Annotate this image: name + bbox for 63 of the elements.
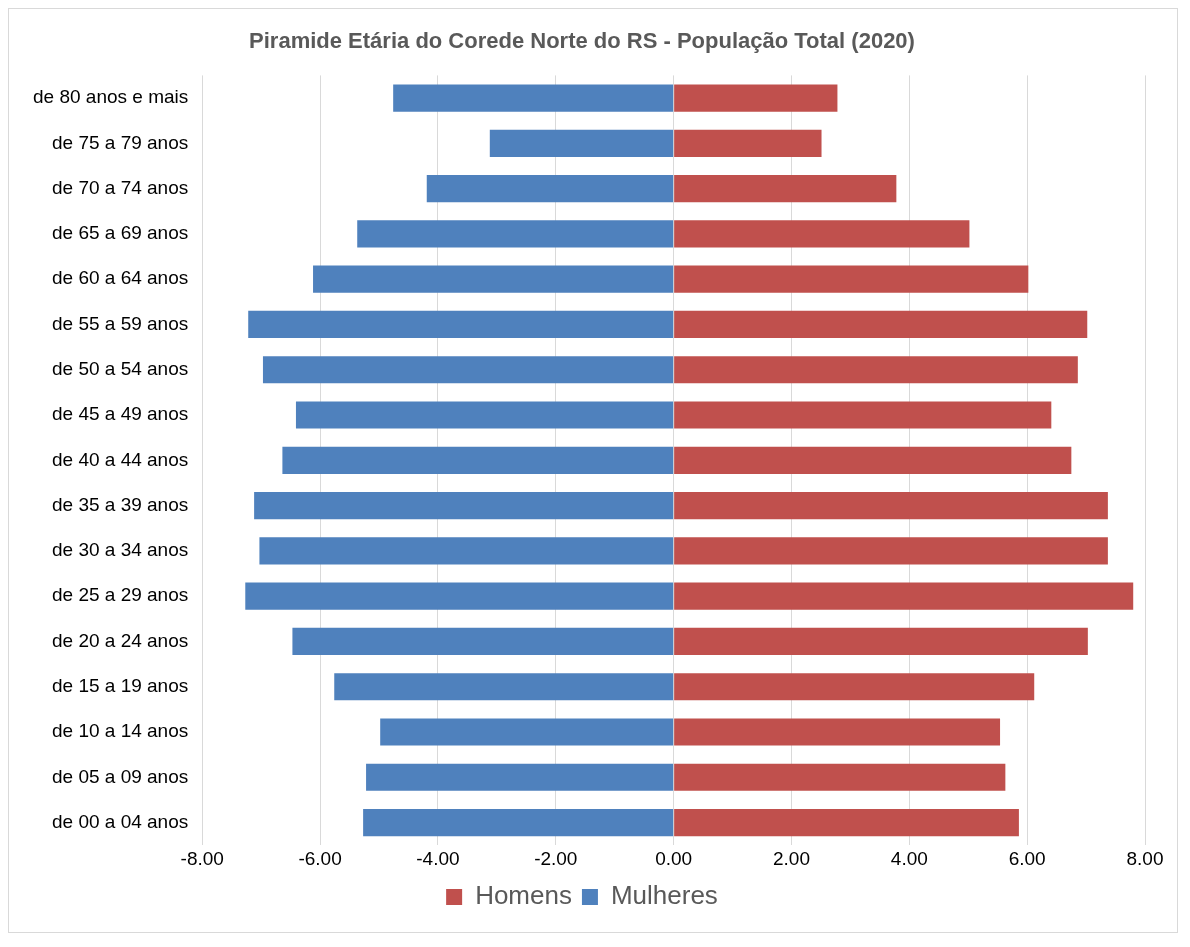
y-tick-label: de 25 a 29 anos (51, 584, 189, 606)
bar (254, 492, 674, 520)
bar (245, 582, 674, 610)
bar (313, 265, 674, 293)
y-tick-label: de 10 a 14 anos (51, 720, 189, 742)
bar (674, 129, 822, 157)
bar (489, 129, 674, 157)
bar (259, 537, 674, 565)
bar (674, 356, 1078, 384)
bar (674, 718, 1001, 746)
bar (674, 537, 1108, 565)
y-tick-label: de 55 a 59 anos (51, 312, 189, 334)
bar (674, 265, 1029, 293)
bar (357, 220, 674, 248)
bar (674, 627, 1088, 656)
x-tick-label: -4.00 (416, 847, 460, 869)
x-tick-label: -8.00 (180, 847, 224, 869)
bar (674, 808, 1019, 837)
bar (282, 446, 674, 474)
y-tick-label: de 35 a 39 anos (51, 493, 189, 515)
y-tick-label: de 30 a 34 anos (51, 539, 189, 561)
y-tick-label: de 20 a 24 anos (51, 629, 189, 651)
legend-label: Homens (475, 880, 572, 911)
bar (674, 310, 1088, 339)
y-tick-label: de 50 a 54 anos (51, 357, 189, 379)
bar (292, 627, 674, 656)
bar (262, 356, 674, 384)
bar (674, 220, 970, 248)
x-tick-label: 4.00 (890, 847, 928, 869)
bar (674, 492, 1108, 520)
bar (674, 84, 838, 112)
y-tick-label: de 45 a 49 anos (51, 403, 189, 425)
bar (363, 808, 674, 837)
bar (674, 673, 1035, 701)
chart-title: Piramide Etária do Corede Norte do RS - População Total (2020) (249, 28, 915, 54)
x-tick-label: 6.00 (1008, 847, 1046, 869)
y-tick-label: de 40 a 44 anos (51, 448, 189, 470)
bar (295, 401, 674, 429)
y-tick-label: de 80 anos e mais (33, 86, 189, 108)
y-tick-label: de 05 a 09 anos (51, 765, 189, 787)
x-tick-label: -6.00 (298, 847, 342, 869)
bar (393, 84, 674, 112)
bar (366, 763, 674, 791)
y-tick-label: de 15 a 19 anos (51, 674, 189, 696)
x-tick-label: 0.00 (655, 847, 693, 869)
bar (248, 310, 674, 339)
bar (674, 763, 1006, 791)
bar (380, 718, 674, 746)
bar (334, 673, 674, 701)
x-tick-label: -2.00 (534, 847, 578, 869)
legend-label: Mulheres (610, 880, 718, 911)
bar (674, 446, 1072, 474)
x-tick-label: 8.00 (1126, 847, 1164, 869)
y-tick-label: de 00 a 04 anos (51, 810, 189, 832)
bar (674, 175, 897, 203)
bar (426, 175, 674, 203)
y-tick-label: de 70 a 74 anos (51, 176, 189, 198)
x-tick-label: 2.00 (772, 847, 810, 869)
bar (674, 582, 1134, 610)
y-tick-label: de 65 a 69 anos (51, 222, 189, 244)
bar (674, 401, 1052, 429)
y-tick-label: de 75 a 79 anos (51, 131, 189, 153)
y-tick-label: de 60 a 64 anos (51, 267, 189, 289)
